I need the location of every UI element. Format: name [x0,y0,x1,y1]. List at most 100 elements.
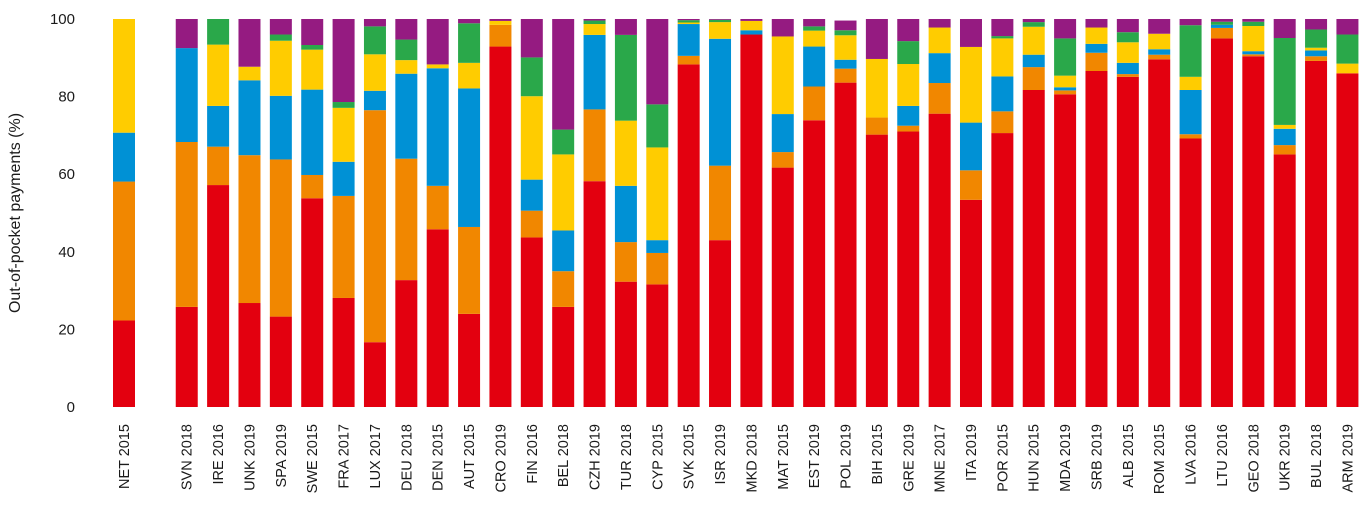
bar-segment [1305,19,1328,30]
bar-segment [959,19,982,47]
bar-segment [740,19,763,21]
bar-segment [238,303,261,407]
bar-segment [803,86,826,121]
bar-segment [991,133,1014,407]
bar-segment [646,240,669,253]
bar-segment [709,240,732,407]
bar-segment [1085,19,1108,28]
bar-segment [709,38,732,166]
bar-segment [865,58,888,118]
bar-segment [614,281,637,407]
bar-segment [1273,145,1296,155]
bar-segment [583,109,606,182]
bar-segment [928,27,951,54]
bar-segment [426,229,449,407]
bar-segment [991,19,1014,37]
bar-segment [583,24,606,35]
bar-segment [1116,62,1139,75]
x-tick-label: ARM 2019 [1340,424,1356,493]
bar-segment [238,19,261,67]
bar-segment [583,34,606,110]
x-tick-label: SVN 2018 [180,424,196,490]
bar-segment [1022,26,1045,55]
x-tick-label: SRB 2019 [1089,424,1105,490]
x-tick-label: IRE 2016 [211,424,227,484]
bar-segment [113,132,135,182]
x-tick-label: ALB 2015 [1121,424,1137,488]
bar-segment [1085,27,1108,44]
bar-segment [1148,19,1171,34]
bar-segment [458,313,481,407]
x-tick-label: CRO 2019 [493,424,509,493]
bar-segment [646,284,669,407]
bar-segment [363,110,386,343]
bar-segment [301,19,324,45]
bar-segment [520,57,543,97]
x-tick-label: FRA 2017 [337,424,353,489]
bar-segment [677,20,700,23]
bar-segment [1305,47,1328,51]
x-tick-label: CYP 2015 [650,424,666,490]
bar-segment [1210,24,1233,28]
bar-segment [269,34,292,41]
bar-segment [959,122,982,171]
x-tick-label: ROM 2015 [1152,424,1168,494]
x-tick-label: SWE 2015 [305,424,321,493]
bar-segment [175,142,198,307]
bar-segment [301,89,324,175]
bar-segment [552,129,575,155]
bar-segment [709,19,732,23]
bar-segment [175,48,198,142]
bar-segment [834,59,857,69]
bar-segment [709,165,732,241]
bar-segment [552,230,575,272]
bar-segment [207,44,230,106]
bar-segment [301,198,324,407]
bar-segment [1054,19,1077,39]
bar-segment [771,19,794,37]
x-tick-label: GEO 2018 [1246,424,1262,493]
bar-segment [646,19,669,105]
bar-segment [771,167,794,407]
bar-segment [1116,74,1139,77]
bar-segment [803,19,826,27]
bar-segment [1022,54,1045,68]
bar-segment [1242,19,1265,22]
bar-segment [1085,70,1108,408]
bar-segment [1273,38,1296,125]
bar-segment [113,181,135,321]
bar-segment [207,19,230,45]
bar-segment [1179,90,1202,135]
bar-segment [897,19,920,42]
bar-segment [363,19,386,27]
bar-segment [207,146,230,186]
bar-segment [1148,59,1171,407]
bar-segment [395,39,418,61]
bar-segment [113,320,135,407]
bar-segment [269,316,292,407]
bar-segment [771,36,794,115]
bar-segment [1242,51,1265,55]
bar-segment [1116,76,1139,407]
bar-segment [1210,21,1233,25]
bar-segment [520,96,543,180]
bar-segment [332,19,355,103]
bar-segment [865,117,888,135]
y-axis-label: Out-of-pocket payments (%) [7,113,24,313]
x-tick-label: UNK 2019 [242,424,258,491]
bar-segment [489,24,512,47]
x-tick-label: EST 2019 [807,424,823,488]
x-tick-label: CZH 2019 [588,424,604,490]
bar-segment [709,19,732,20]
bar-segment [1242,25,1265,52]
bar-segment [363,342,386,407]
bar-segment [395,19,418,40]
bar-segment [959,199,982,407]
bar-segment [1054,94,1077,408]
bar-segment [646,104,669,148]
bar-segment [928,19,951,28]
bar-segment [552,271,575,307]
bar-segment [1273,124,1296,129]
bar-segment [1210,38,1233,408]
bar-segment [614,34,637,121]
